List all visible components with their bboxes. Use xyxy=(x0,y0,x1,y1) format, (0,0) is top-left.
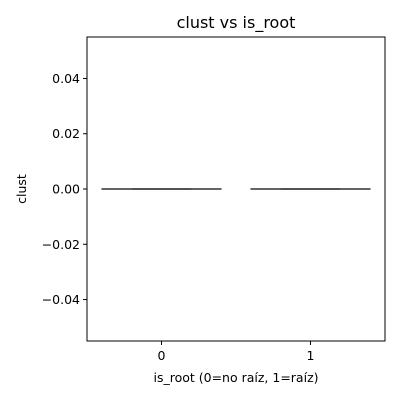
y-axis: 0.04 0.02 0.00 −0.02 −0.04 xyxy=(42,71,87,307)
y-tick-label: 0.02 xyxy=(52,126,80,141)
y-axis-label: clust xyxy=(14,174,29,204)
y-tick-label: 0.04 xyxy=(52,71,80,86)
y-tick-label: −0.04 xyxy=(42,292,80,307)
y-tick-label: −0.02 xyxy=(42,237,80,252)
x-tick-label: 1 xyxy=(307,348,315,363)
y-tick-label: 0.00 xyxy=(52,182,80,197)
x-tick-label: 0 xyxy=(158,348,166,363)
chart-title: clust vs is_root xyxy=(177,13,296,33)
x-axis-label: is_root (0=no raíz, 1=raíz) xyxy=(153,370,318,385)
